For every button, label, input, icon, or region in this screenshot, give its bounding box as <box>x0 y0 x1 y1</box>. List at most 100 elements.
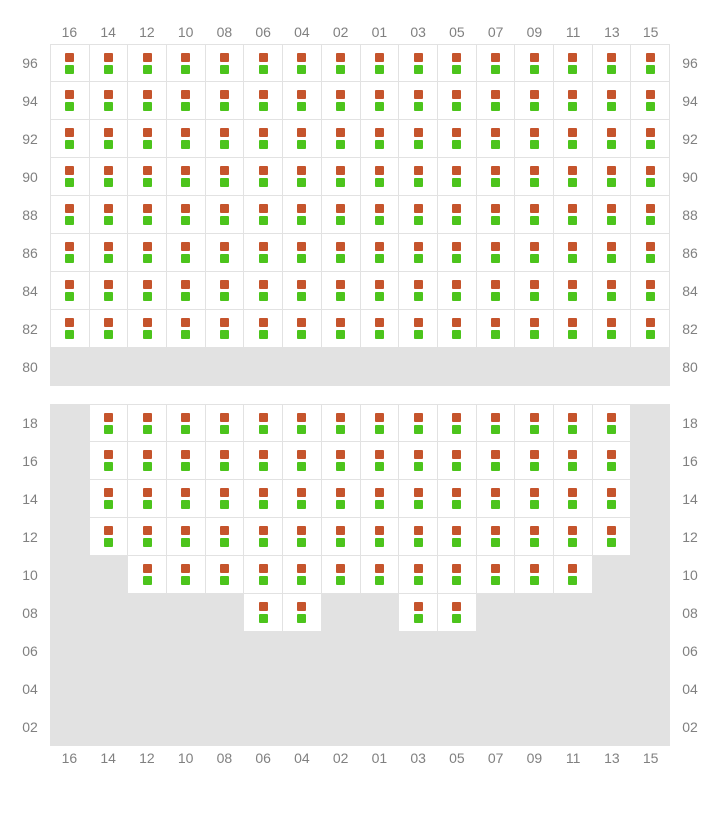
seat-cell[interactable] <box>322 272 361 310</box>
seat-cell[interactable] <box>593 272 632 310</box>
seat-cell[interactable] <box>50 120 90 158</box>
seat-cell[interactable] <box>554 480 593 518</box>
seat-cell[interactable] <box>128 158 167 196</box>
seat-cell[interactable] <box>554 442 593 480</box>
seat-cell[interactable] <box>244 404 283 442</box>
seat-cell[interactable] <box>167 196 206 234</box>
seat-cell[interactable] <box>593 310 632 348</box>
seat-cell[interactable] <box>477 442 516 480</box>
seat-cell[interactable] <box>593 518 632 556</box>
seat-cell[interactable] <box>554 82 593 120</box>
seat-cell[interactable] <box>477 120 516 158</box>
seat-cell[interactable] <box>515 480 554 518</box>
seat-cell[interactable] <box>206 120 245 158</box>
seat-cell[interactable] <box>361 82 400 120</box>
seat-cell[interactable] <box>206 44 245 82</box>
seat-cell[interactable] <box>593 44 632 82</box>
seat-cell[interactable] <box>399 44 438 82</box>
seat-cell[interactable] <box>206 518 245 556</box>
seat-cell[interactable] <box>128 196 167 234</box>
seat-cell[interactable] <box>361 44 400 82</box>
seat-cell[interactable] <box>90 310 129 348</box>
seat-cell[interactable] <box>128 82 167 120</box>
seat-cell[interactable] <box>283 196 322 234</box>
seat-cell[interactable] <box>399 272 438 310</box>
seat-cell[interactable] <box>90 44 129 82</box>
seat-cell[interactable] <box>283 82 322 120</box>
seat-cell[interactable] <box>167 234 206 272</box>
seat-cell[interactable] <box>593 234 632 272</box>
seat-cell[interactable] <box>399 120 438 158</box>
seat-cell[interactable] <box>477 196 516 234</box>
seat-cell[interactable] <box>593 82 632 120</box>
seat-cell[interactable] <box>244 594 283 632</box>
seat-cell[interactable] <box>283 480 322 518</box>
seat-cell[interactable] <box>90 120 129 158</box>
seat-cell[interactable] <box>361 442 400 480</box>
seat-cell[interactable] <box>361 272 400 310</box>
seat-cell[interactable] <box>283 310 322 348</box>
seat-cell[interactable] <box>361 518 400 556</box>
seat-cell[interactable] <box>283 158 322 196</box>
seat-cell[interactable] <box>167 82 206 120</box>
seat-cell[interactable] <box>631 234 670 272</box>
seat-cell[interactable] <box>167 158 206 196</box>
seat-cell[interactable] <box>399 518 438 556</box>
seat-cell[interactable] <box>90 272 129 310</box>
seat-cell[interactable] <box>438 594 477 632</box>
seat-cell[interactable] <box>515 404 554 442</box>
seat-cell[interactable] <box>593 480 632 518</box>
seat-cell[interactable] <box>399 442 438 480</box>
seat-cell[interactable] <box>477 310 516 348</box>
seat-cell[interactable] <box>128 480 167 518</box>
seat-cell[interactable] <box>50 82 90 120</box>
seat-cell[interactable] <box>631 158 670 196</box>
seat-cell[interactable] <box>515 442 554 480</box>
seat-cell[interactable] <box>90 442 129 480</box>
seat-cell[interactable] <box>515 120 554 158</box>
seat-cell[interactable] <box>283 44 322 82</box>
seat-cell[interactable] <box>50 196 90 234</box>
seat-cell[interactable] <box>438 82 477 120</box>
seat-cell[interactable] <box>477 556 516 594</box>
seat-cell[interactable] <box>438 234 477 272</box>
seat-cell[interactable] <box>631 310 670 348</box>
seat-cell[interactable] <box>90 158 129 196</box>
seat-cell[interactable] <box>128 44 167 82</box>
seat-cell[interactable] <box>438 272 477 310</box>
seat-cell[interactable] <box>322 310 361 348</box>
seat-cell[interactable] <box>554 234 593 272</box>
seat-cell[interactable] <box>361 158 400 196</box>
seat-cell[interactable] <box>283 404 322 442</box>
seat-cell[interactable] <box>167 518 206 556</box>
seat-cell[interactable] <box>322 480 361 518</box>
seat-cell[interactable] <box>128 404 167 442</box>
seat-cell[interactable] <box>322 120 361 158</box>
seat-cell[interactable] <box>515 234 554 272</box>
seat-cell[interactable] <box>477 158 516 196</box>
seat-cell[interactable] <box>438 310 477 348</box>
seat-cell[interactable] <box>399 158 438 196</box>
seat-cell[interactable] <box>631 120 670 158</box>
seat-cell[interactable] <box>554 272 593 310</box>
seat-cell[interactable] <box>554 518 593 556</box>
seat-cell[interactable] <box>206 272 245 310</box>
seat-cell[interactable] <box>322 196 361 234</box>
seat-cell[interactable] <box>128 310 167 348</box>
seat-cell[interactable] <box>283 594 322 632</box>
seat-cell[interactable] <box>167 442 206 480</box>
seat-cell[interactable] <box>477 82 516 120</box>
seat-cell[interactable] <box>361 310 400 348</box>
seat-cell[interactable] <box>206 310 245 348</box>
seat-cell[interactable] <box>283 272 322 310</box>
seat-cell[interactable] <box>283 556 322 594</box>
seat-cell[interactable] <box>50 44 90 82</box>
seat-cell[interactable] <box>128 120 167 158</box>
seat-cell[interactable] <box>631 82 670 120</box>
seat-cell[interactable] <box>399 82 438 120</box>
seat-cell[interactable] <box>167 404 206 442</box>
seat-cell[interactable] <box>477 234 516 272</box>
seat-cell[interactable] <box>361 556 400 594</box>
seat-cell[interactable] <box>361 404 400 442</box>
seat-cell[interactable] <box>477 480 516 518</box>
